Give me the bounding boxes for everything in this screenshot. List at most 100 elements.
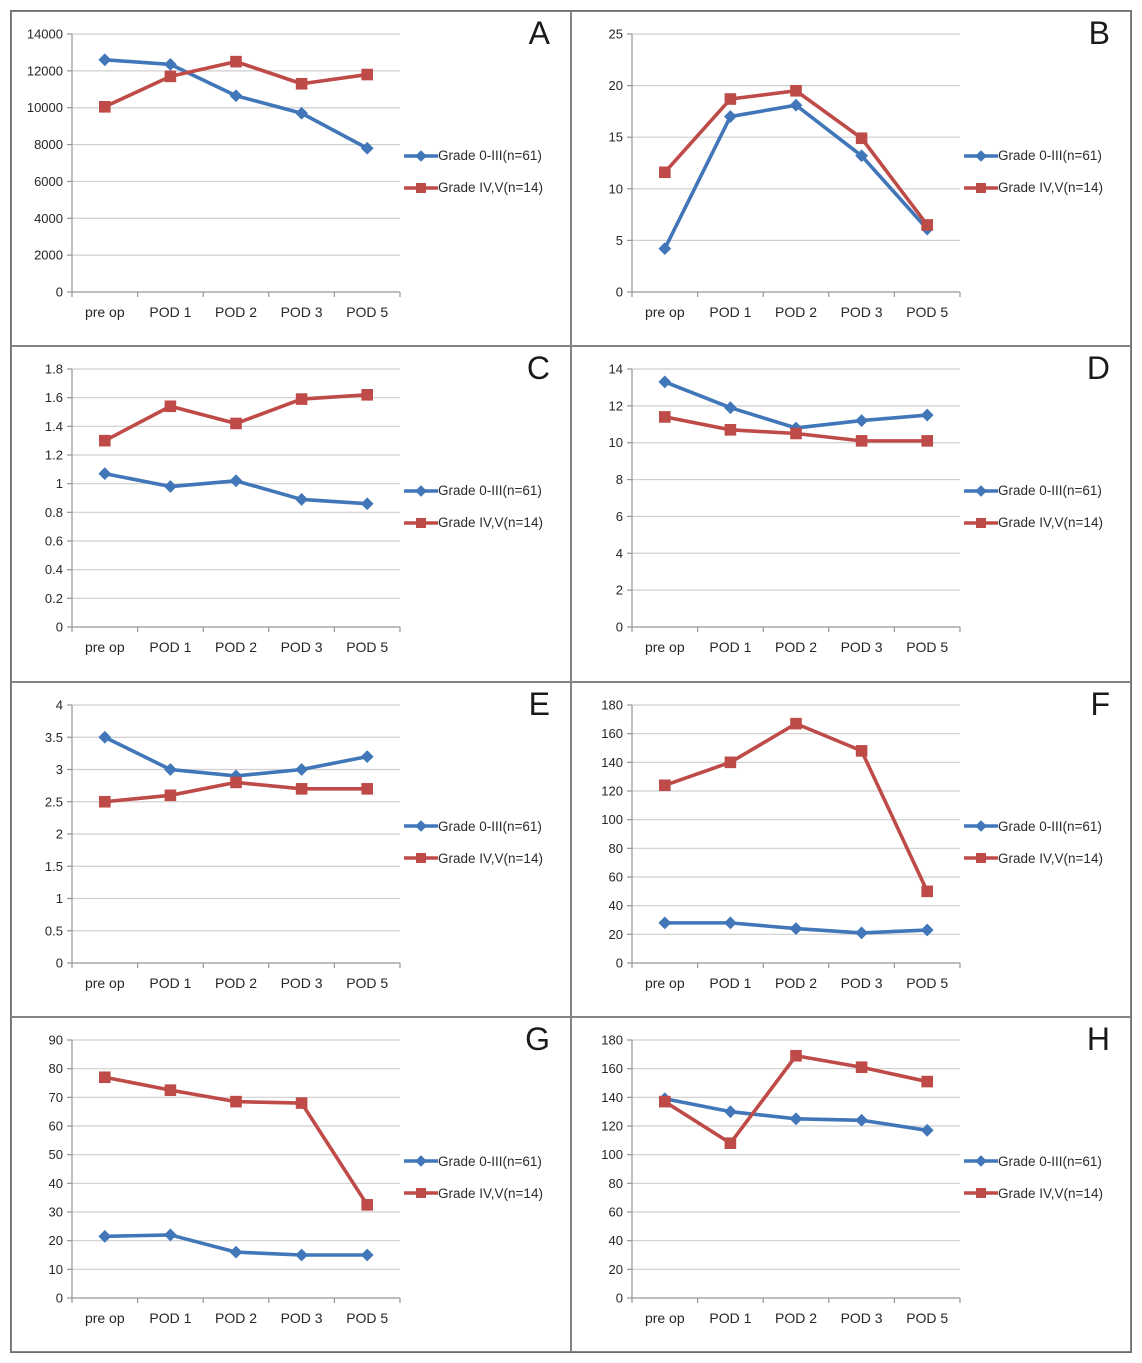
blue-diamond-line-icon	[404, 818, 438, 834]
panel-letter: G	[525, 1020, 550, 1057]
y-tick-label: 10	[49, 1262, 63, 1277]
diamond-marker	[295, 493, 308, 507]
y-tick-label: 8000	[34, 137, 63, 152]
y-tick-label: 10000	[27, 100, 63, 115]
chart-panel-h: 0 20 40 60 80 100 120 140 160 180 pre op POD 1 POD 2…	[571, 1016, 1131, 1352]
x-tick-label: POD 5	[906, 975, 948, 991]
square-marker	[659, 411, 671, 423]
legend-item-grade-iv-v: Grade IV,V(n=14)	[964, 850, 1103, 866]
diamond-marker	[360, 1248, 374, 1262]
x-tick-label: POD 5	[346, 975, 388, 991]
square-marker	[164, 1084, 177, 1096]
chart-b-legend: Grade 0-III(n=61) Grade IV,V(n=14)	[964, 12, 1130, 345]
square-marker	[659, 778, 671, 791]
x-tick-label: pre op	[645, 639, 685, 655]
red-square-line-icon	[964, 1185, 998, 1201]
x-tick-label: POD 3	[281, 304, 323, 320]
y-tick-label: 3	[56, 762, 63, 777]
y-tick-label: 180	[601, 1032, 623, 1047]
chart-e-legend: Grade 0-III(n=61) Grade IV,V(n=14)	[404, 683, 570, 1016]
series-line	[663, 721, 930, 893]
y-tick-label: 6000	[34, 174, 63, 189]
y-tick-label: 2	[56, 826, 63, 841]
x-tick-label: POD 5	[346, 304, 388, 320]
y-tick-label: 0	[616, 620, 623, 635]
red-square-line-icon	[964, 850, 998, 866]
y-tick-label: 1	[56, 891, 63, 906]
x-tick-label: pre op	[85, 639, 125, 655]
chart-panel-a: 0 2000 4000 6000 8000 10000 12000 14000 pre op PO…	[11, 11, 571, 347]
y-tick-label: 40	[49, 1176, 63, 1191]
diamond-marker	[658, 242, 672, 256]
y-tick-label: 10	[609, 181, 623, 196]
y-tick-label: 0	[56, 1290, 63, 1305]
diamond-marker	[229, 89, 243, 103]
y-tick-label: 60	[609, 869, 623, 884]
chart-h-legend: Grade 0-III(n=61) Grade IV,V(n=14)	[964, 1018, 1130, 1351]
diamond-marker	[920, 923, 934, 936]
legend-item-grade-0-iii: Grade 0-III(n=61)	[404, 818, 542, 834]
x-tick-label: POD 2	[215, 1310, 257, 1326]
y-tick-label: 0.5	[45, 923, 63, 938]
x-tick-label: POD 2	[775, 975, 817, 991]
square-marker	[659, 1095, 671, 1108]
y-tick-label: 0.6	[45, 534, 63, 549]
y-tick-label: 120	[601, 1118, 623, 1133]
square-marker	[99, 1071, 111, 1083]
square-marker	[295, 782, 308, 795]
square-marker	[790, 427, 802, 440]
blue-diamond-line-icon	[964, 148, 998, 164]
legend-label: Grade IV,V(n=14)	[998, 1185, 1103, 1201]
x-tick-label: POD 3	[841, 975, 883, 991]
y-tick-label: 0	[616, 285, 623, 300]
y-tick-label: 60	[609, 1204, 623, 1219]
diamond-marker	[164, 480, 177, 494]
chart-panel-e: 0 0.5 1 1.5 2 2.5 3 3.5 4 pre op POD 1 POD 2 POD 3 PO…	[11, 681, 571, 1017]
chart-panel-f: 0 20 40 60 80 100 120 140 160 180 pre op POD 1 POD 2…	[571, 681, 1131, 1017]
x-tick-label: pre op	[85, 304, 125, 320]
legend-item-grade-iv-v: Grade IV,V(n=14)	[404, 850, 543, 866]
y-tick-label: 15	[609, 130, 623, 145]
y-tick-label: 70	[49, 1090, 63, 1105]
y-tick-label: 1.6	[45, 390, 63, 405]
legend-item-grade-iv-v: Grade IV,V(n=14)	[964, 515, 1103, 531]
diamond-marker	[855, 149, 868, 163]
chart-panel-d: 0 2 4 6 8 10 12 14 pre op POD 1 POD 2 POD 3 POD 5 Gr…	[571, 346, 1131, 682]
y-tick-label: 80	[49, 1061, 63, 1076]
diamond-marker	[724, 110, 737, 123]
y-tick-label: 5	[616, 233, 623, 248]
x-tick-label: pre op	[645, 975, 685, 991]
square-marker	[295, 1097, 308, 1109]
square-marker	[295, 393, 308, 406]
y-tick-label: 20	[609, 78, 623, 93]
x-tick-label: POD 1	[149, 1310, 191, 1326]
x-tick-label: POD 3	[841, 1310, 883, 1326]
square-marker	[790, 1049, 802, 1062]
y-tick-label: 20	[609, 926, 623, 941]
y-tick-label: 4	[616, 546, 623, 561]
square-marker	[790, 717, 802, 729]
square-marker	[230, 55, 242, 68]
diamond-marker	[360, 749, 374, 763]
panel-letter: B	[1088, 15, 1110, 51]
x-tick-label: POD 1	[149, 639, 191, 655]
red-square-line-icon	[404, 180, 438, 196]
y-tick-label: 8	[616, 472, 623, 487]
legend-item-grade-0-iii: Grade 0-III(n=61)	[964, 483, 1102, 499]
y-tick-label: 25	[609, 27, 623, 42]
square-marker	[659, 166, 671, 179]
legend-item-grade-iv-v: Grade IV,V(n=14)	[404, 1185, 543, 1201]
square-marker	[724, 93, 737, 105]
chart-panel-c: 0 0.2 0.4 0.6 0.8 1 1.2 1.4 1.6 1.8 pre op POD 1 POD…	[11, 346, 571, 682]
square-marker	[921, 885, 933, 897]
square-marker	[361, 782, 373, 795]
y-tick-label: 50	[49, 1147, 63, 1162]
panel-letter: E	[528, 685, 550, 722]
legend-label: Grade 0-III(n=61)	[438, 148, 542, 164]
square-marker	[99, 100, 111, 113]
y-tick-label: 0	[56, 285, 63, 300]
blue-diamond-line-icon	[404, 483, 438, 499]
x-tick-label: pre op	[645, 1310, 685, 1326]
square-marker	[921, 435, 933, 447]
square-marker	[790, 84, 802, 97]
